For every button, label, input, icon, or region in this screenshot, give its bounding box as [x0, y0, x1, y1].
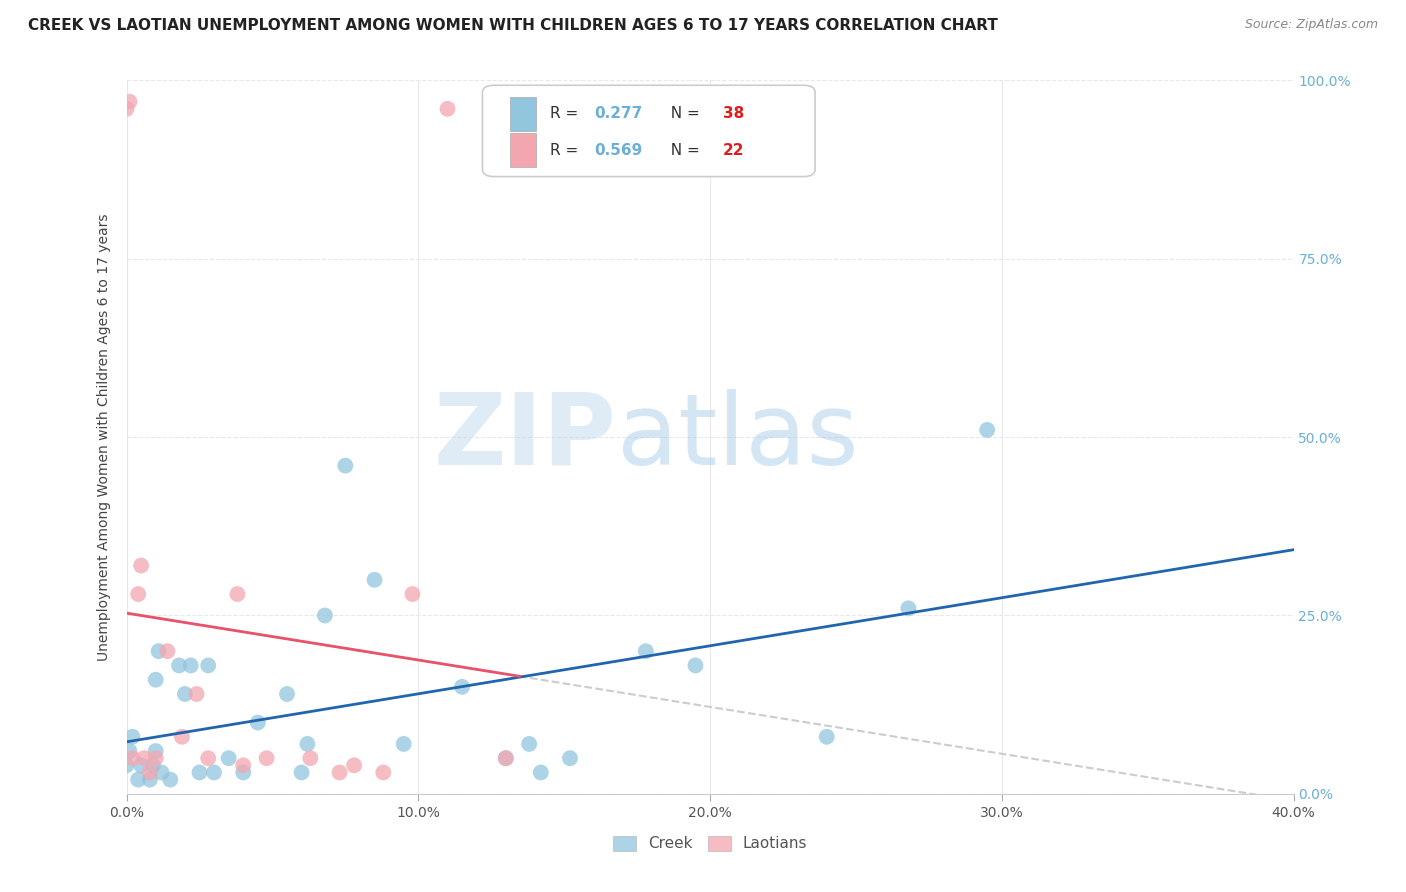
Point: [897, 601, 920, 615]
Point: [530, 765, 553, 780]
Point: [232, 765, 254, 780]
Point: [256, 751, 278, 765]
Point: [363, 573, 385, 587]
Text: N =: N =: [661, 143, 704, 158]
Point: [118, 744, 141, 758]
Point: [218, 751, 240, 765]
Point: [145, 751, 167, 765]
Point: [132, 751, 155, 765]
Point: [495, 751, 517, 765]
Point: [392, 737, 415, 751]
Point: [150, 765, 173, 780]
Point: [127, 587, 149, 601]
Point: [373, 765, 395, 780]
Point: [197, 751, 219, 765]
Point: [180, 658, 202, 673]
Text: N =: N =: [661, 106, 704, 121]
Point: [202, 765, 225, 780]
Legend: Creek, Laotians: Creek, Laotians: [606, 830, 814, 857]
Point: [145, 744, 167, 758]
Point: [148, 644, 170, 658]
FancyBboxPatch shape: [510, 133, 536, 168]
Point: [401, 587, 423, 601]
Point: [159, 772, 181, 787]
Point: [129, 758, 152, 772]
Point: [297, 737, 319, 751]
Text: R =: R =: [550, 143, 583, 158]
Text: 0.569: 0.569: [595, 143, 643, 158]
Point: [174, 687, 197, 701]
Point: [139, 772, 162, 787]
Point: [188, 765, 211, 780]
Text: 22: 22: [723, 143, 744, 158]
Point: [328, 765, 350, 780]
Point: [299, 751, 322, 765]
Point: [156, 644, 179, 658]
Point: [976, 423, 998, 437]
Point: [634, 644, 657, 658]
Text: CREEK VS LAOTIAN UNEMPLOYMENT AMONG WOMEN WITH CHILDREN AGES 6 TO 17 YEARS CORRE: CREEK VS LAOTIAN UNEMPLOYMENT AMONG WOME…: [28, 18, 998, 33]
FancyBboxPatch shape: [482, 86, 815, 177]
Point: [335, 458, 357, 473]
Point: [121, 730, 143, 744]
Point: [142, 758, 165, 772]
Point: [246, 715, 269, 730]
Point: [436, 102, 458, 116]
Text: R =: R =: [550, 106, 583, 121]
Point: [451, 680, 474, 694]
Point: [127, 772, 149, 787]
Point: [170, 730, 193, 744]
Point: [314, 608, 336, 623]
Point: [290, 765, 312, 780]
Point: [343, 758, 366, 772]
Point: [186, 687, 208, 701]
Text: 0.277: 0.277: [595, 106, 643, 121]
Point: [115, 102, 138, 116]
Point: [139, 765, 162, 780]
Text: atlas: atlas: [617, 389, 858, 485]
Point: [129, 558, 152, 573]
Point: [145, 673, 167, 687]
Point: [495, 751, 517, 765]
Text: 38: 38: [723, 106, 744, 121]
Point: [276, 687, 298, 701]
Point: [226, 587, 249, 601]
Point: [815, 730, 838, 744]
Point: [197, 658, 219, 673]
Text: ZIP: ZIP: [434, 389, 617, 485]
Point: [121, 751, 143, 765]
Point: [115, 758, 138, 772]
Point: [232, 758, 254, 772]
Point: [517, 737, 540, 751]
Point: [167, 658, 190, 673]
Y-axis label: Unemployment Among Women with Children Ages 6 to 17 years: Unemployment Among Women with Children A…: [97, 213, 111, 661]
Text: Source: ZipAtlas.com: Source: ZipAtlas.com: [1244, 18, 1378, 31]
Point: [558, 751, 581, 765]
FancyBboxPatch shape: [510, 97, 536, 131]
Point: [118, 95, 141, 109]
Point: [685, 658, 707, 673]
